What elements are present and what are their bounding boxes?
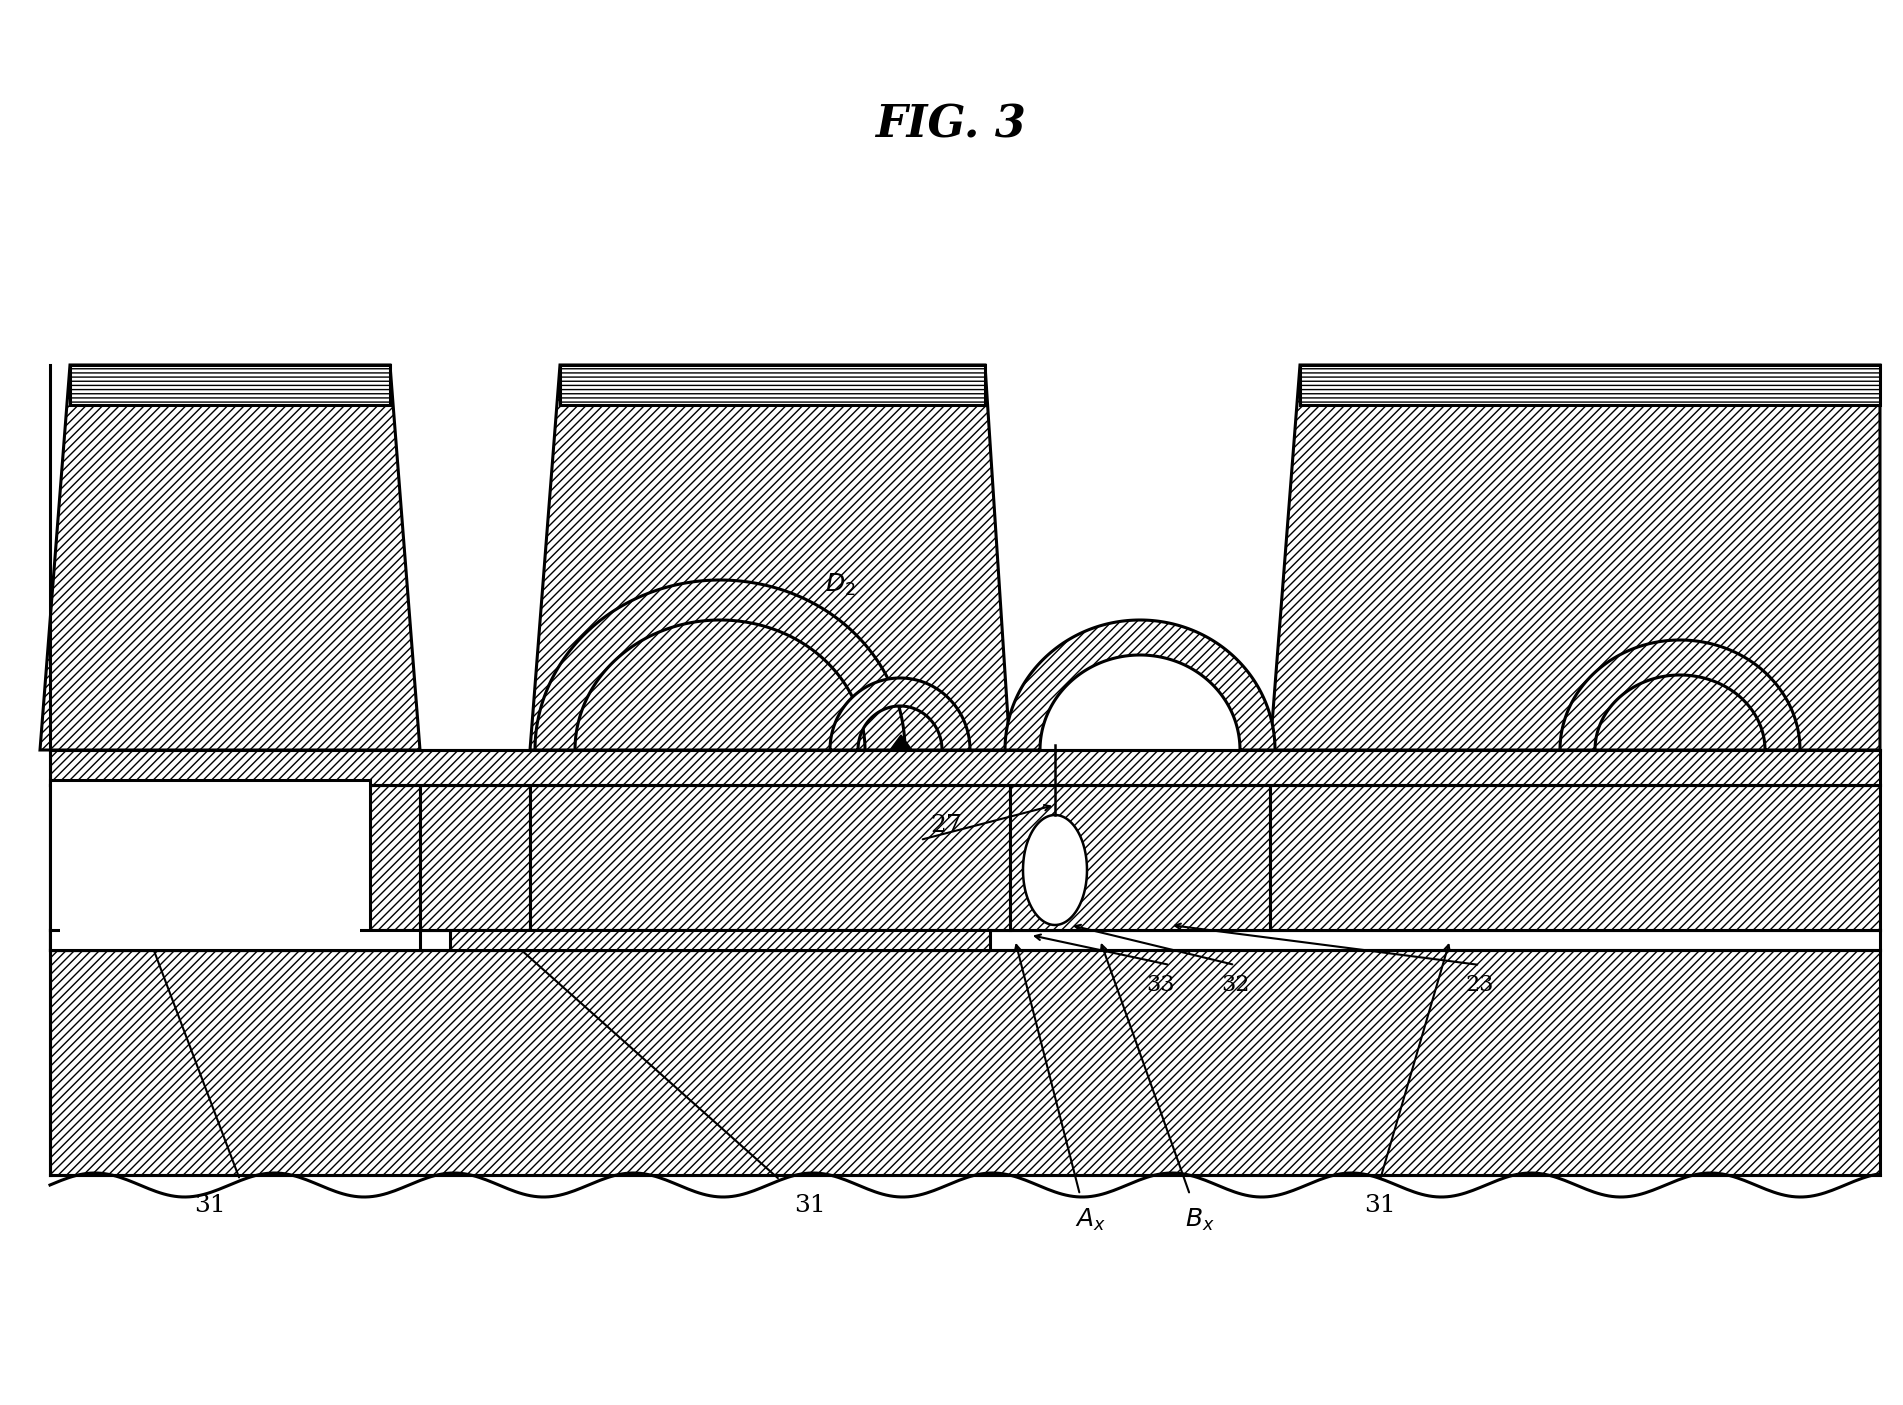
- Text: 32: 32: [1222, 974, 1248, 996]
- Bar: [49, 930, 421, 950]
- Polygon shape: [1269, 365, 1880, 750]
- Bar: [61, 785, 360, 946]
- Text: $A_x$: $A_x$: [1075, 1207, 1106, 1234]
- Polygon shape: [1005, 620, 1275, 750]
- Text: 27: 27: [931, 813, 961, 836]
- Bar: [49, 780, 369, 950]
- Bar: [449, 930, 990, 950]
- Bar: [70, 365, 390, 405]
- Polygon shape: [1560, 641, 1800, 750]
- Polygon shape: [1269, 785, 1880, 930]
- Polygon shape: [421, 785, 531, 930]
- Text: 31: 31: [194, 1193, 226, 1217]
- Bar: [49, 930, 1880, 950]
- Bar: [559, 365, 986, 405]
- Text: 31: 31: [1364, 1193, 1395, 1217]
- Polygon shape: [1024, 815, 1087, 924]
- Polygon shape: [891, 735, 912, 750]
- Polygon shape: [531, 365, 1010, 750]
- Polygon shape: [49, 950, 1880, 1175]
- Polygon shape: [1010, 785, 1269, 930]
- Text: $D_2$: $D_2$: [824, 572, 854, 599]
- Polygon shape: [40, 365, 421, 750]
- Polygon shape: [49, 785, 421, 930]
- Polygon shape: [830, 679, 971, 750]
- Text: 33: 33: [1146, 974, 1174, 996]
- Bar: [49, 750, 1880, 785]
- Text: $B_x$: $B_x$: [1186, 1207, 1214, 1234]
- Polygon shape: [531, 785, 1010, 930]
- Text: FIG. 3: FIG. 3: [875, 104, 1026, 146]
- Bar: [1300, 365, 1880, 405]
- Polygon shape: [535, 580, 906, 750]
- Text: 31: 31: [794, 1193, 826, 1217]
- Text: 23: 23: [1465, 974, 1494, 996]
